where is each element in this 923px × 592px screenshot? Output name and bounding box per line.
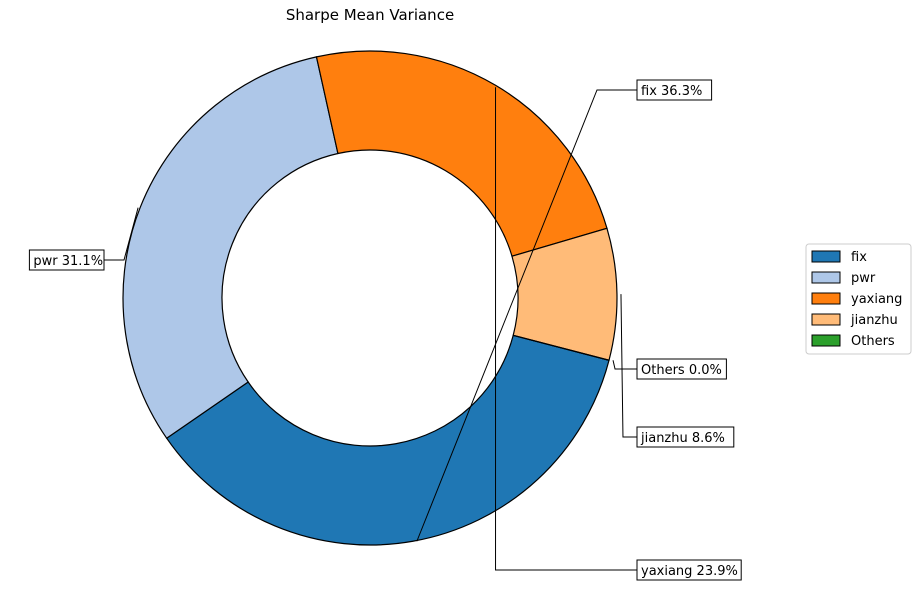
slice-label-fix: fix 36.3% [641, 84, 702, 99]
label-box-others [636, 358, 727, 380]
legend-swatch-others [811, 334, 841, 347]
legend-label-fix: fix [851, 250, 867, 265]
legend-label-pwr: pwr [851, 271, 876, 286]
slice-pwr [122, 56, 339, 440]
leader-line-pwr [104, 207, 139, 261]
legend-swatch-jianzhu [811, 313, 841, 326]
slice-label-yaxiang: yaxiang 23.9% [641, 564, 738, 579]
label-box-pwr [28, 249, 105, 271]
leader-line-jianzhu [620, 294, 637, 438]
label-box-yaxiang [636, 559, 742, 581]
slice-label-pwr: pwr 31.1% [33, 254, 103, 269]
legend-label-yaxiang: yaxiang [851, 292, 902, 307]
leader-line-yaxiang [495, 87, 637, 571]
label-box-fix [636, 79, 713, 101]
legend-swatch-pwr [811, 271, 841, 284]
slice-others [513, 334, 610, 361]
slice-yaxiang [315, 50, 608, 257]
legend: fix pwr yaxiang jianzhu Others [805, 243, 912, 355]
slice-fix [165, 334, 610, 546]
legend-label-others: Others [851, 334, 895, 349]
chart-title: Sharpe Mean Variance [286, 6, 454, 24]
legend-swatch-fix [811, 250, 841, 263]
slice-label-others: Others 0.0% [641, 363, 722, 378]
label-box-jianzhu [636, 426, 735, 448]
slice-label-jianzhu: jianzhu 8.6% [640, 431, 725, 446]
slices-group [122, 50, 618, 546]
legend-swatch-yaxiang [811, 292, 841, 305]
leader-line-fix [416, 89, 637, 542]
labels-group: fix 36.3% pwr 31.1% yaxiang 23.9% jianzhu 8… [28, 79, 742, 581]
legend-label-jianzhu: jianzhu [850, 313, 898, 328]
leader-line-others [612, 360, 637, 370]
